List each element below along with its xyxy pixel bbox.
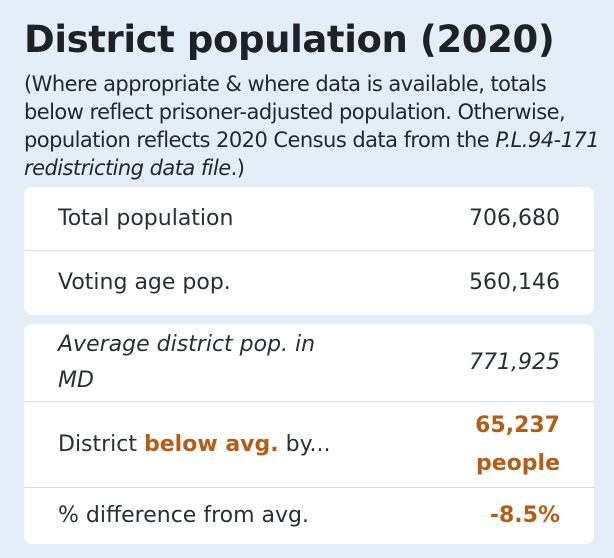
difference-label-prefix: District [58,431,145,457]
difference-label: District below avg. by... [58,427,330,463]
difference-unit: people [476,450,560,476]
voting-age-population-label: Voting age pop. [58,270,231,295]
difference-count: 65,237 [475,412,560,438]
total-population-row: Total population 706,680 [24,187,594,251]
percent-difference-row: % difference from avg. -8.5% [24,488,594,544]
percent-difference-value: -8.5% [489,503,560,528]
below-average-highlight: below avg. [144,431,279,457]
data-source-note-end: .) [230,156,245,180]
average-district-population-value: 771,925 [469,349,560,375]
average-district-population-row: Average district pop. in MD 771,925 [24,324,594,402]
population-card: Total population 706,680 Voting age pop.… [24,187,594,315]
average-district-population-label: Average district pop. in MD [58,327,315,399]
total-population-label: Total population [58,205,234,231]
voting-age-population-value: 560,146 [469,270,560,295]
data-source-note-text: (Where appropriate & where data is avail… [24,72,566,152]
difference-value: 65,237 people [475,407,560,483]
voting-age-population-row: Voting age pop. 560,146 [24,251,594,315]
difference-row: District below avg. by... 65,237 people [24,402,594,488]
data-source-note: (Where appropriate & where data is avail… [24,70,604,182]
percent-difference-label: % difference from avg. [58,503,309,528]
average-label-line2: MD [58,367,94,393]
difference-label-suffix: by... [278,431,331,457]
total-population-value: 706,680 [469,205,560,231]
average-label-line1: Average district pop. in [58,331,316,357]
redistricting-data-file-link[interactable]: P.L.94-171 redistricting data file [24,128,600,180]
comparison-card: Average district pop. in MD 771,925 Distr… [24,324,594,544]
panel-title: District population (2020) [24,18,555,61]
